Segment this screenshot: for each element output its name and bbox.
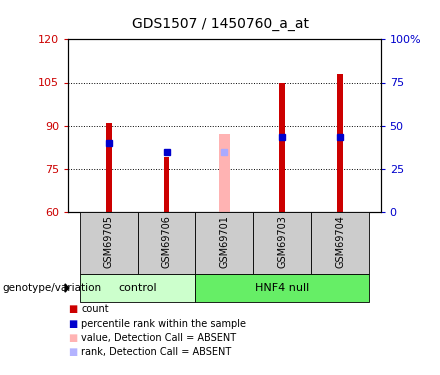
Bar	[195, 212, 253, 274]
Bar	[106, 123, 112, 212]
Text: GDS1507 / 1450760_a_at: GDS1507 / 1450760_a_at	[132, 17, 308, 31]
Text: GSM69704: GSM69704	[335, 215, 345, 268]
Text: ■: ■	[68, 304, 77, 314]
Bar	[279, 82, 285, 212]
Bar	[337, 74, 343, 212]
Text: GSM69705: GSM69705	[104, 215, 114, 268]
Bar	[138, 212, 195, 274]
Text: ■: ■	[68, 347, 77, 357]
Text: ■: ■	[68, 333, 77, 343]
Text: count: count	[81, 304, 109, 314]
Text: rank, Detection Call = ABSENT: rank, Detection Call = ABSENT	[81, 347, 231, 357]
Text: percentile rank within the sample: percentile rank within the sample	[81, 319, 246, 328]
Text: control: control	[118, 283, 157, 293]
Text: GSM69701: GSM69701	[220, 215, 229, 268]
Bar	[195, 274, 369, 302]
Text: ■: ■	[68, 319, 77, 328]
Text: GSM69703: GSM69703	[277, 215, 287, 268]
Bar	[80, 212, 138, 274]
Bar	[164, 157, 169, 212]
Bar	[219, 134, 230, 212]
Text: HNF4 null: HNF4 null	[255, 283, 309, 293]
Bar	[311, 212, 369, 274]
Bar	[253, 212, 311, 274]
Text: value, Detection Call = ABSENT: value, Detection Call = ABSENT	[81, 333, 237, 343]
Text: genotype/variation: genotype/variation	[2, 283, 101, 293]
Bar	[80, 274, 195, 302]
Text: GSM69706: GSM69706	[161, 215, 172, 268]
